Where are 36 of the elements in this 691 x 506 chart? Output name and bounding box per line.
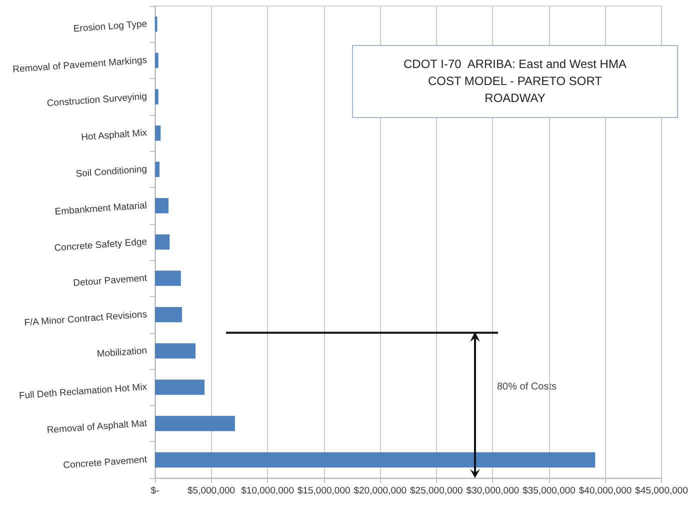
x-tick-label: $40,000,000 bbox=[578, 486, 632, 496]
bar bbox=[155, 416, 235, 432]
y-tick-label: Hot Asphalt Mix bbox=[80, 128, 148, 144]
bar bbox=[155, 380, 205, 395]
bar bbox=[155, 270, 181, 286]
x-tick-label: $30,000,000 bbox=[466, 486, 520, 496]
bar bbox=[155, 162, 160, 178]
y-tick-label: Full Deth Reclamation Hot Mix bbox=[18, 382, 148, 402]
y-tick-label: Mobilization bbox=[96, 345, 148, 360]
y-tick-label: Construction Surveyinig bbox=[46, 91, 148, 110]
x-tick-label: $45,000,000 bbox=[635, 486, 688, 496]
y-tick-label: Removal of Pavement Markings bbox=[12, 54, 148, 76]
x-tick-label: $- bbox=[150, 486, 160, 496]
x-tick-label: $5,000,000 bbox=[188, 486, 236, 496]
title-box: CDOT I-70 ARRIBA: East and West HMA COST MODEL - PARETO SORT ROADWAY bbox=[352, 45, 678, 118]
x-tick-label: $10,000,000 bbox=[241, 486, 294, 496]
bar bbox=[155, 52, 158, 68]
y-tick-label: Removal of Asphalt Mat bbox=[46, 418, 148, 436]
y-tick-label: F/A Minor Contract Revisions bbox=[24, 309, 148, 329]
bar bbox=[155, 125, 161, 141]
y-tick-label: Concrete Pavement bbox=[62, 454, 148, 472]
x-tick-label: $25,000,000 bbox=[410, 486, 463, 496]
y-tick-label: Erosion Log Type bbox=[73, 18, 148, 35]
y-tick-label: Embankment Matarial bbox=[54, 200, 148, 218]
bar bbox=[155, 234, 170, 250]
bar bbox=[155, 198, 169, 214]
x-tick-label: $20,000,000 bbox=[354, 486, 407, 496]
y-tick-label: Detour Pavement bbox=[72, 272, 148, 289]
x-tick-label: $35,000,000 bbox=[522, 486, 576, 496]
bar bbox=[155, 89, 158, 104]
y-tick-label: Concrete Safety Edge bbox=[54, 236, 148, 254]
bar bbox=[155, 343, 196, 359]
x-tick-label: $15,000,000 bbox=[297, 486, 350, 496]
bar bbox=[155, 306, 182, 322]
bar bbox=[155, 452, 596, 468]
y-tick-label: Soil Conditioning bbox=[75, 164, 148, 180]
